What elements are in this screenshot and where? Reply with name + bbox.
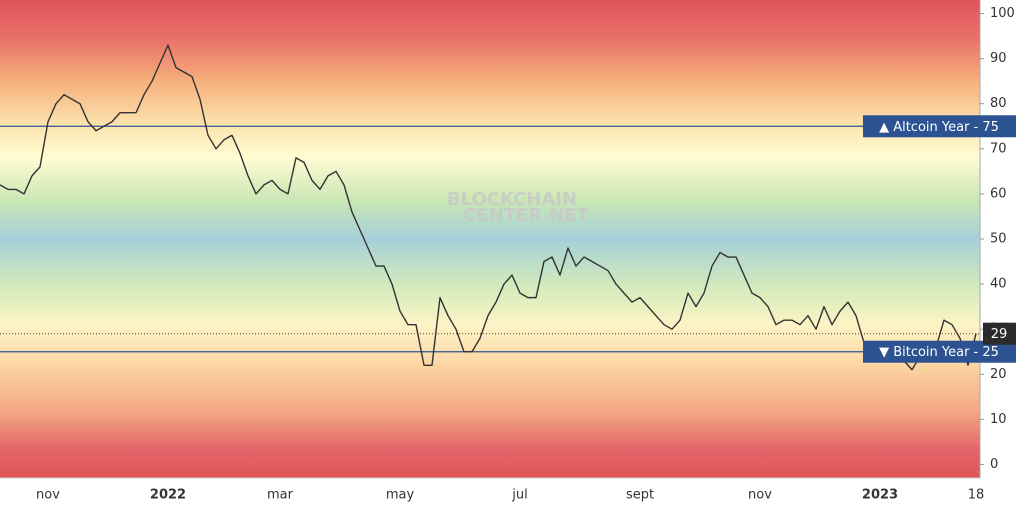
- current-label: 29: [991, 327, 1008, 342]
- y-tick-label: 20: [990, 367, 1007, 382]
- y-tick-label: 100: [990, 6, 1015, 21]
- reference-label: ▼ Bitcoin Year - 25: [879, 345, 999, 360]
- y-tick-label: 90: [990, 51, 1007, 66]
- x-tick-label: nov: [748, 488, 772, 503]
- reference-label: ▲ Altcoin Year - 75: [879, 120, 999, 135]
- y-tick-label: 50: [990, 232, 1007, 247]
- y-tick-label: 0: [990, 457, 998, 472]
- current-label-box: [983, 322, 1016, 345]
- x-tick-label: 2022: [150, 488, 186, 503]
- x-tick-label: may: [386, 488, 415, 503]
- x-tick-label: 2023: [862, 488, 898, 503]
- x-tick-label: nov: [36, 488, 60, 503]
- watermark: BLOCKCHAIN: [447, 189, 577, 210]
- y-tick-label: 70: [990, 141, 1007, 156]
- background: [0, 0, 980, 478]
- x-tick-label: sept: [626, 488, 654, 503]
- y-tick-label: 40: [990, 277, 1007, 292]
- reference-label-box: [863, 340, 1016, 363]
- x-tick-label: jul: [511, 488, 527, 503]
- y-tick-label: 80: [990, 96, 1007, 111]
- y-tick-label: 10: [990, 412, 1007, 427]
- series-line: [0, 44, 977, 371]
- x-tick-label: 18: [968, 488, 985, 503]
- y-tick-label: 60: [990, 186, 1007, 201]
- reference-label-box: [863, 115, 1016, 138]
- watermark: CENTER.NET: [463, 205, 590, 226]
- x-tick-label: mar: [267, 488, 294, 503]
